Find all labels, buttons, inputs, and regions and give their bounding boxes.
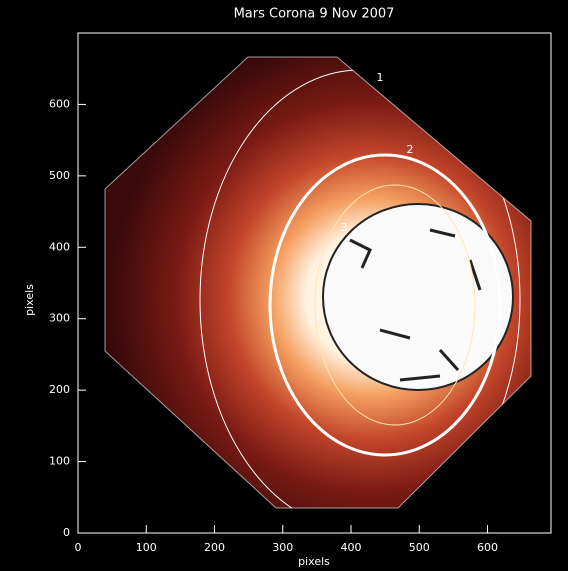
page: {"chart_data": {"type": "image", "title"… [0, 0, 568, 571]
y-tick-label: 400 [49, 240, 70, 253]
x-tick-label: 100 [136, 541, 157, 554]
x-tick-label: 500 [409, 541, 430, 554]
chart-title: Mars Corona 9 Nov 2007 [234, 7, 395, 22]
x-tick-label: 400 [341, 541, 362, 554]
contour-label: 1 [377, 71, 384, 84]
x-tick-label: 0 [75, 541, 82, 554]
y-tick-label: 600 [49, 97, 70, 110]
x-tick-label: 600 [477, 541, 498, 554]
y-tick-label: 200 [49, 383, 70, 396]
chart: 1 2 3 Mars Corona 9 Nov 2007 pixels pixe… [0, 0, 568, 571]
y-tick-label: 500 [49, 169, 70, 182]
y-tick-label: 0 [63, 526, 70, 539]
contour-label: 2 [407, 143, 414, 156]
y-axis-label: pixels [23, 284, 36, 316]
x-axis-label: pixels [298, 555, 330, 568]
y-tick-label: 300 [49, 312, 70, 325]
x-tick-label: 300 [272, 541, 293, 554]
y-tick-label: 100 [49, 455, 70, 468]
x-tick-label: 200 [204, 541, 225, 554]
contour-label: 3 [341, 221, 348, 234]
